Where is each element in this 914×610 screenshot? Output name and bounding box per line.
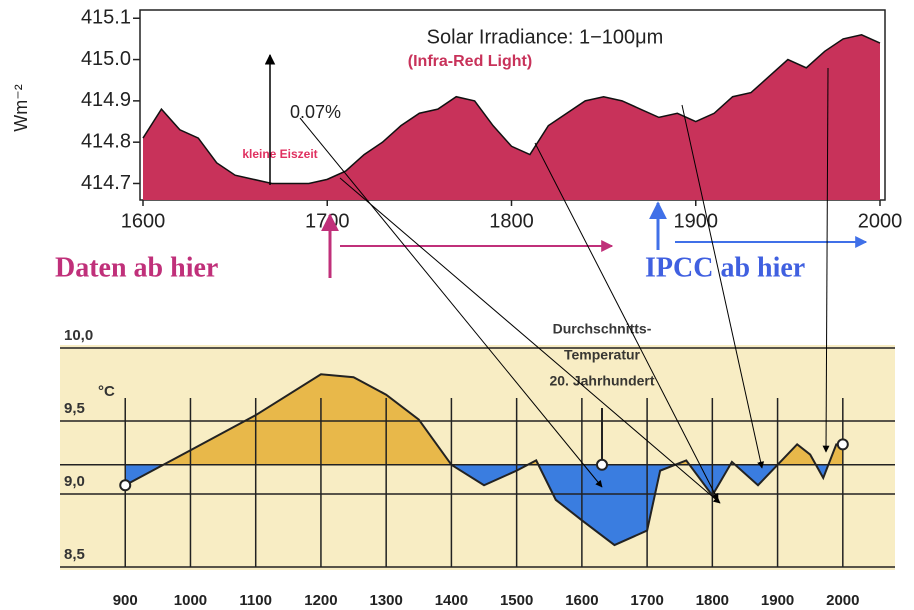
area [143, 34, 880, 200]
x-tick-label: 1500 [500, 592, 533, 609]
x-tick-label: 1300 [369, 592, 402, 609]
chart-title: Solar Irradiance: 1−100μm [427, 26, 664, 48]
x-tick-label: 1600 [565, 592, 598, 609]
y-tick-label: 8,5 [64, 546, 85, 563]
annotation: 0.07% [290, 102, 341, 122]
arrow [822, 67, 830, 453]
y-tick-label: 414.9 [81, 89, 131, 111]
area-below [125, 464, 843, 546]
y-tick-label: 10,0 [64, 327, 93, 344]
line [142, 33, 881, 185]
x-tick-label: 1000 [174, 592, 207, 609]
reference-label: 20. Jahrhundert [549, 373, 654, 389]
annotations: Solar Irradiance: 1−100μm (Infra-Red Lig… [11, 26, 868, 504]
annotation: kleine Eiszeit [242, 147, 317, 161]
y-tick-label: 415.1 [81, 7, 131, 29]
endpoint [119, 479, 132, 492]
y-axis-label: °C [98, 383, 115, 400]
line [124, 373, 843, 547]
arrow [534, 142, 719, 501]
y-tick-label: 415.0 [81, 48, 131, 70]
x-tick-label: 1900 [674, 210, 719, 232]
x-tick-label: 2000 [858, 210, 903, 232]
reference-label: Temperatur [564, 347, 641, 363]
area-above [163, 374, 843, 465]
endpoint [836, 438, 849, 451]
x-tick-label: 1900 [761, 592, 794, 609]
y-axis-label: Wm⁻² [11, 84, 31, 131]
arrow [339, 177, 721, 504]
reference-marker [596, 458, 608, 471]
arrow [681, 104, 765, 469]
x-tick-label: 900 [113, 592, 138, 609]
x-tick-label: 1700 [630, 592, 663, 609]
chart-subtitle: (Infra-Red Light) [408, 53, 532, 70]
arrow [299, 117, 603, 488]
annotation: IPCC ab hier [645, 252, 805, 283]
x-tick-label: 1100 [239, 592, 272, 609]
x-tick-label: 1800 [696, 592, 729, 609]
y-tick-label: 9,5 [64, 400, 85, 417]
x-tick-label: 1200 [304, 592, 337, 609]
y-tick-label: 414.7 [81, 172, 131, 194]
annotation: Daten ab hier [55, 252, 218, 283]
x-tick-label: 1700 [305, 210, 350, 232]
y-tick-label: 9,0 [64, 473, 85, 490]
x-tick-label: 1800 [489, 210, 534, 232]
x-tick-label: 1600 [121, 210, 166, 232]
x-tick-label: 1400 [435, 592, 468, 609]
reference-label: Durchschnitts- [553, 321, 652, 337]
x-tick-label: 2000 [826, 592, 859, 609]
y-tick-label: 414.8 [81, 130, 131, 152]
temperature-chart: 8,5 9,0 9,5 10,0 900 1000 1100 1200 1300 1400 1500… [60, 321, 895, 609]
